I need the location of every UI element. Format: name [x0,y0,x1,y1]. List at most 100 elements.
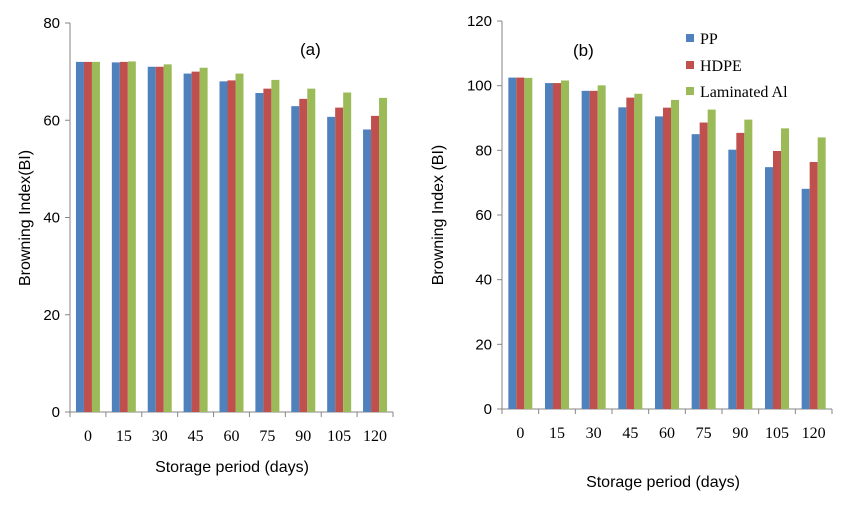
panel-b-bar-pp-30 [581,90,590,409]
legend-swatch-pp [686,34,694,42]
panel-b-bar-hdpe-105 [773,150,781,410]
panel-b-label: (b) [573,41,594,60]
panel-b-y-tick-label: 20 [475,336,492,353]
legend-swatch-hdpe [686,61,694,69]
panel-a-bar-hdpe-45 [191,71,200,412]
panel-b-x-tick-label: 60 [659,425,675,442]
panel-a-bars [75,61,388,413]
panel-a-bar-hdpe-120 [371,115,380,412]
panel-a-bar-laminated-al-60 [235,73,244,412]
panel-a-bar-hdpe-105 [335,107,344,413]
panel-a-x-tick-label: 30 [152,428,168,445]
panel-a-y-tick-label: 20 [43,307,60,324]
legend-label-laminated-al: Laminated Al [700,84,788,101]
legend-swatch-laminated-al [686,87,694,95]
panel-a-bar-laminated-al-0 [91,61,100,413]
legend-label-hdpe: HDPE [700,58,742,75]
panel-a-bar-pp-120 [363,129,372,412]
panel-a-bar-hdpe-75 [263,88,272,413]
panel-b-bar-hdpe-60 [663,107,671,410]
panel-b-bar-hdpe-120 [809,161,818,409]
panel-a-x-tick-label: 105 [327,428,351,445]
panel-a-bar-hdpe-90 [299,98,308,412]
panel-b-y-tick-label: 40 [475,272,492,289]
panel-a-y-tick-label: 0 [52,404,60,421]
panel-a-bar-laminated-al-30 [163,64,172,413]
panel-b-bar-hdpe-90 [736,132,745,409]
panel-a-bar-pp-30 [147,66,156,412]
panel-a-bar-hdpe-60 [227,80,236,412]
panel-a-label: (a) [300,40,321,59]
panel-a-bar-pp-15 [111,62,120,412]
panel-b-x-tick-label: 30 [586,425,602,442]
panel-a-x-axis-title: Storage period (days) [155,459,309,476]
panel-b-bar-pp-0 [508,77,517,409]
panel-a-bar-pp-45 [183,73,192,412]
panel-b-bars [508,77,826,410]
panel-a-bar-laminated-al-120 [379,97,388,412]
panel-b-x-tick-label: 120 [802,425,826,442]
panel-b-x-tick-label: 90 [732,425,748,442]
chart-panel-a: 0 20 40 60 80 0 15 30 45 60 75 90 105 120 (a) Storag… [17,15,394,476]
panel-a-x-tick-label: 60 [224,428,240,445]
panel-a-x-tick-label: 90 [295,428,311,445]
panel-b-bar-pp-120 [801,188,810,409]
panel-b-y-ticks: 0 20 40 60 80 100 120 [467,13,502,418]
panel-a-bar-hdpe-0 [83,61,92,413]
panel-b-bar-pp-15 [545,83,553,409]
panel-b-bar-laminated-al-120 [817,137,826,409]
panel-b-bar-pp-75 [691,134,700,409]
panel-b-x-tick-label: 105 [765,425,789,442]
panel-b-bar-laminated-al-105 [781,128,789,409]
panel-b-y-tick-label: 120 [467,13,492,30]
panel-a-bar-laminated-al-105 [343,92,352,412]
panel-b-bar-laminated-al-45 [634,93,643,409]
panel-a-bar-pp-105 [327,116,336,412]
panel-b-bar-pp-105 [765,167,773,409]
panel-b-bar-laminated-al-15 [561,80,569,409]
panel-b-y-tick-label: 60 [475,207,492,224]
panel-a-bar-pp-75 [255,93,264,413]
panel-a-x-tick-label: 0 [84,428,92,445]
panel-a-x-tick-label: 75 [259,428,275,445]
panel-b-bar-hdpe-15 [553,83,561,409]
panel-a-bar-hdpe-15 [119,61,128,413]
panel-b-bar-pp-60 [655,116,663,409]
panel-a-x-tick-label: 120 [363,428,387,445]
legend-label-pp: PP [700,31,718,48]
panel-a-y-tick-label: 40 [43,210,60,227]
panel-a-bar-pp-90 [291,106,300,413]
panel-a-bar-laminated-al-90 [307,88,316,413]
panel-b-bar-hdpe-45 [626,97,635,409]
panel-b-y-axis-title: Browning Index (BI) [430,145,447,286]
panel-a-bar-laminated-al-75 [271,79,280,413]
panel-b-bar-hdpe-0 [516,77,525,409]
panel-b-bar-laminated-al-30 [597,85,606,410]
panel-b-x-axis-title: Storage period (days) [586,474,740,491]
panel-a-x-tick-label: 15 [116,428,132,445]
panel-b-y-tick-label: 0 [484,401,492,418]
panel-b-x-tick-label: 75 [696,425,712,442]
panel-a-x-ticks: 0 15 30 45 60 75 90 105 120 [69,412,394,445]
panel-a-y-ticks: 0 20 40 60 80 [43,15,70,421]
panel-a-bar-pp-0 [75,61,84,413]
panel-b-bar-laminated-al-90 [744,119,753,409]
panel-b-x-tick-label: 45 [622,425,638,442]
panel-a-y-tick-label: 60 [43,112,60,129]
panel-b-bar-laminated-al-75 [707,109,716,410]
panel-b-x-tick-label: 0 [516,425,524,442]
legend: PP HDPE Laminated Al [686,31,788,101]
panel-a-y-tick-label: 80 [43,15,60,32]
panel-b-bar-hdpe-75 [699,122,708,409]
panel-a-bar-laminated-al-15 [127,61,136,412]
panel-a-bar-hdpe-30 [155,66,164,412]
panel-a-x-tick-label: 45 [188,428,204,445]
panel-b-y-tick-label: 100 [467,78,492,95]
panel-b-x-ticks: 0 15 30 45 60 75 90 105 120 [501,409,833,442]
panel-b-bar-laminated-al-0 [524,77,533,409]
panel-b-bar-pp-90 [728,149,737,410]
panel-b-bar-pp-45 [618,107,627,409]
panel-b-bar-laminated-al-60 [671,99,679,409]
